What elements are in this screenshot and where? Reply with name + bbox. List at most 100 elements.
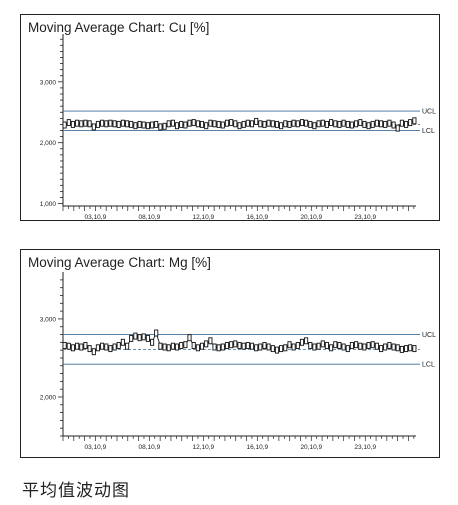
- data-point: [158, 123, 163, 131]
- data-point: [75, 119, 80, 127]
- data-point: [333, 341, 338, 349]
- data-point: [154, 329, 159, 337]
- data-point: [254, 344, 259, 352]
- data-point: [112, 343, 117, 351]
- data-point: [295, 120, 300, 128]
- data-point: [108, 345, 113, 353]
- data-point: [387, 119, 392, 127]
- data-point: [279, 122, 284, 130]
- data-point: [358, 119, 363, 127]
- data-point: [287, 341, 292, 349]
- data-point: [391, 343, 396, 351]
- data-point: [262, 120, 267, 128]
- data-point: [95, 120, 100, 128]
- chart-title: Moving Average Chart: Mg [%]: [28, 255, 211, 270]
- data-point: [162, 343, 167, 351]
- data-point: [116, 120, 121, 128]
- data-point: [212, 120, 217, 128]
- ucl-label: UCL: [422, 109, 436, 116]
- x-tick-label: 03,10,9: [85, 214, 107, 221]
- data-point: [70, 120, 75, 128]
- data-point: [320, 340, 325, 348]
- data-point: [366, 342, 371, 349]
- mg-moving-average-chart: Moving Average Chart: Mg [%] 2,000 3,000 03…: [28, 255, 436, 451]
- data-point: [329, 119, 334, 127]
- data-point: [220, 343, 225, 351]
- data-point: [254, 117, 259, 125]
- data-point: [337, 120, 342, 128]
- data-point: [237, 122, 242, 130]
- data-point: [179, 342, 184, 349]
- data-point: [112, 120, 117, 128]
- data-point: [195, 120, 200, 128]
- data-point: [129, 334, 134, 342]
- data-point: [404, 120, 409, 128]
- x-tick-label: 12,10,9: [192, 444, 214, 451]
- data-point: [241, 120, 246, 128]
- data-point: [174, 343, 180, 351]
- data-point: [387, 342, 392, 349]
- data-point: [233, 120, 238, 128]
- data-point: [199, 120, 205, 128]
- data-point: [183, 341, 188, 349]
- data-point: [312, 122, 317, 130]
- data-point: [220, 121, 225, 129]
- data-point: [125, 342, 130, 350]
- data-point: [62, 342, 67, 349]
- data-point: [408, 344, 413, 352]
- data-point: [141, 121, 146, 129]
- data-point: [208, 337, 213, 345]
- y-tick-label: 3,000: [40, 316, 57, 323]
- y-tick-label: 2,000: [40, 140, 57, 147]
- data-point: [245, 342, 250, 349]
- data-point: [154, 120, 159, 128]
- data-point: [304, 119, 309, 127]
- data-point: [316, 342, 321, 350]
- data-point: [283, 344, 288, 352]
- data-point: [341, 119, 346, 127]
- data-point: [266, 343, 271, 351]
- data-point: [412, 345, 417, 353]
- data-point: [333, 120, 338, 128]
- data-point: [249, 342, 255, 350]
- data-point: [345, 120, 350, 128]
- data-point: [104, 120, 109, 128]
- data-point: [229, 341, 234, 349]
- data-point: [270, 345, 275, 353]
- data-point: [100, 119, 105, 127]
- data-point: [191, 342, 196, 349]
- data-point: [349, 121, 354, 129]
- data-point: [308, 342, 313, 349]
- ucl-label: UCL: [422, 332, 436, 339]
- data-point: [258, 343, 263, 351]
- data-point: [224, 342, 230, 349]
- data-point: [291, 343, 296, 351]
- data-point: [166, 344, 171, 352]
- data-point: [91, 123, 96, 131]
- y-tick-label: 2,000: [40, 394, 57, 401]
- data-point: [95, 344, 100, 352]
- data-point: [83, 342, 88, 349]
- data-point: [129, 120, 134, 128]
- data-point: [345, 345, 350, 353]
- data-point: [162, 122, 167, 130]
- data-point: [295, 342, 300, 349]
- data-point: [199, 342, 205, 350]
- data-point: [79, 343, 84, 351]
- data-point: [66, 119, 71, 127]
- data-point: [324, 120, 329, 128]
- data-point: [266, 119, 271, 127]
- data-point: [379, 120, 384, 128]
- data-point: [395, 124, 400, 132]
- x-tick-label: 16,10,9: [246, 214, 268, 221]
- data-point: [145, 122, 150, 130]
- data-point: [374, 342, 379, 350]
- data-point: [79, 120, 84, 128]
- data-point: [308, 120, 313, 128]
- data-point: [145, 334, 150, 342]
- lcl-label: LCL: [422, 362, 435, 369]
- cu-chart-panel: Moving Average Chart: Cu [%] 1,000 2,000 3,…: [20, 14, 440, 221]
- data-point: [291, 119, 296, 127]
- data-point: [170, 119, 175, 127]
- data-point: [312, 343, 317, 351]
